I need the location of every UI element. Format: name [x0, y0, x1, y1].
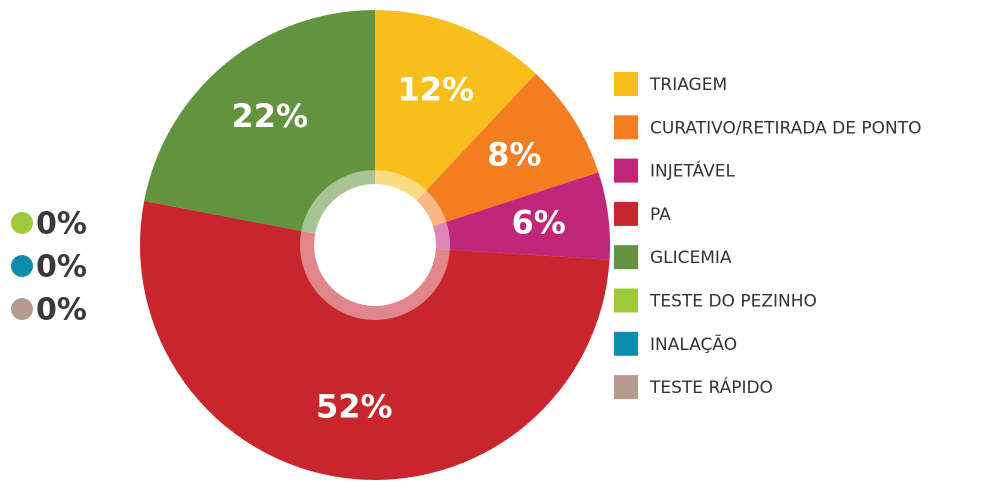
legend-swatch [614, 72, 638, 96]
legend-swatch [614, 201, 638, 226]
value-label: 6% [512, 203, 566, 241]
legend-swatch [614, 158, 638, 183]
legend-label: TESTE DO PEZINHO [649, 292, 817, 312]
legend-label: CURATIVO/RETIRADA DE PONTO [650, 118, 921, 138]
legend-swatch [614, 245, 638, 270]
value-label: 12% [397, 71, 474, 109]
value-label: 8% [487, 136, 541, 174]
hole [314, 184, 436, 306]
legend-label: TRIAGEM [649, 75, 727, 95]
value-label: 52% [316, 388, 393, 426]
value-label: 22% [232, 97, 309, 135]
slice [375, 73, 599, 245]
value-label: 0% [36, 250, 87, 285]
slice [139, 200, 610, 481]
inner-ring [300, 170, 450, 320]
legend-swatch [614, 331, 638, 356]
legend-label: INJETÁVEL [650, 160, 735, 182]
legend-label: INALAÇÃO [650, 333, 737, 355]
value-label: 0% [36, 207, 87, 242]
legend-label: GLICEMIA [650, 248, 732, 268]
zero-dot [11, 298, 33, 320]
slice [375, 10, 536, 245]
legend-swatch [614, 115, 638, 140]
legend-label: TESTE RÁPIDO [649, 376, 773, 398]
legend-label: PA [650, 205, 671, 225]
legend-swatch [614, 375, 638, 400]
zero-dot [11, 212, 33, 234]
zero-dot [11, 255, 33, 277]
legend-swatch [614, 288, 638, 313]
value-label: 0% [36, 293, 87, 328]
slice [144, 10, 375, 245]
